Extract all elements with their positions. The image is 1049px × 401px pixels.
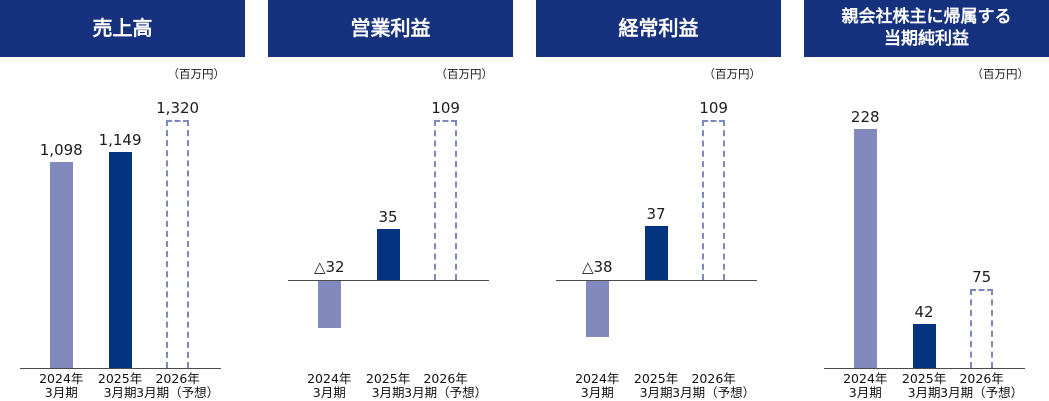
bar-fy2024-actual (585, 281, 609, 337)
chart-panel-operating-income: 営業利益 （百万円） △32 2024年 3月期 35 2025年 3月期 109 202… (268, 0, 513, 401)
chart-title-net-sales: 売上高 (0, 0, 245, 57)
unit-label: （百万円） (971, 67, 1030, 81)
bar-fy2025-actual (912, 324, 936, 368)
bar-fy2026-forecast (434, 120, 458, 280)
unit-label: （百万円） (703, 67, 762, 81)
bar-plot-ordinary-income: △38 2024年 3月期 37 2025年 3月期 109 2026年 3月期（予想） (536, 80, 781, 401)
chart-panel-net-sales: 売上高 （百万円） 1,098 2024年 3月期 1,149 2025年 3月期 1,… (0, 0, 245, 401)
chart-title-operating-income: 営業利益 (268, 0, 513, 57)
chart-panel-net-income: 親会社株主に帰属する 当期純利益 （百万円） 228 2024年 3月期 42 202… (804, 0, 1049, 401)
x-axis-label: 2026年 3月期（予想） (404, 371, 488, 401)
value-label: 35 (378, 208, 398, 226)
value-label: 1,149 (98, 131, 142, 149)
x-axis-line (824, 368, 1025, 369)
x-axis-line (20, 368, 221, 369)
unit-label: （百万円） (435, 67, 494, 81)
value-label: 228 (850, 108, 880, 126)
bar-plot-net-income: 228 2024年 3月期 42 2025年 3月期 75 2026年 3月期（予想） (804, 80, 1049, 401)
chart-title-net-income: 親会社株主に帰属する 当期純利益 (804, 0, 1049, 57)
x-axis-label: 2024年 3月期 (307, 371, 352, 401)
value-label: 1,098 (39, 141, 83, 159)
x-axis-label: 2026年 3月期（予想） (136, 371, 220, 401)
x-axis-label: 2025年 3月期 (97, 371, 143, 401)
x-axis-label: 2025年 3月期 (901, 371, 947, 401)
bar-fy2024-actual (853, 129, 877, 368)
value-label: 109 (431, 99, 460, 117)
bar-plot-net-sales: 1,098 2024年 3月期 1,149 2025年 3月期 1,320 2026年 3… (0, 80, 245, 401)
value-label: 109 (699, 99, 728, 117)
bar-fy2026-forecast (970, 289, 994, 368)
chart-panel-ordinary-income: 経常利益 （百万円） △38 2024年 3月期 37 2025年 3月期 109 202… (536, 0, 781, 401)
value-label: 1,320 (156, 99, 200, 117)
value-label: 75 (972, 268, 992, 286)
value-label: 42 (914, 303, 934, 321)
bar-fy2026-forecast (166, 120, 190, 368)
value-label: 37 (646, 205, 666, 223)
bar-plot-operating-income: △32 2024年 3月期 35 2025年 3月期 109 2026年 3月期（予想） (268, 80, 513, 401)
bar-fy2024-actual (317, 281, 341, 328)
unit-label: （百万円） (167, 67, 226, 81)
x-axis-label: 2026年 3月期（予想） (940, 371, 1024, 401)
bar-fy2024-actual (49, 162, 73, 368)
x-axis-line (556, 280, 757, 281)
value-label: △32 (313, 258, 345, 276)
x-axis-label: 2025年 3月期 (633, 371, 679, 401)
x-axis-label: 2026年 3月期（予想） (672, 371, 756, 401)
bar-fy2026-forecast (702, 120, 726, 280)
x-axis-label: 2024年 3月期 (39, 371, 84, 401)
bar-fy2025-actual (376, 229, 400, 280)
bar-fy2025-actual (644, 226, 668, 280)
bar-fy2025-actual (108, 152, 132, 368)
x-axis-label: 2024年 3月期 (843, 371, 888, 401)
x-axis-label: 2025年 3月期 (365, 371, 411, 401)
value-label: △38 (581, 258, 613, 276)
x-axis-label: 2024年 3月期 (575, 371, 620, 401)
x-axis-line (288, 280, 489, 281)
chart-title-ordinary-income: 経常利益 (536, 0, 781, 57)
